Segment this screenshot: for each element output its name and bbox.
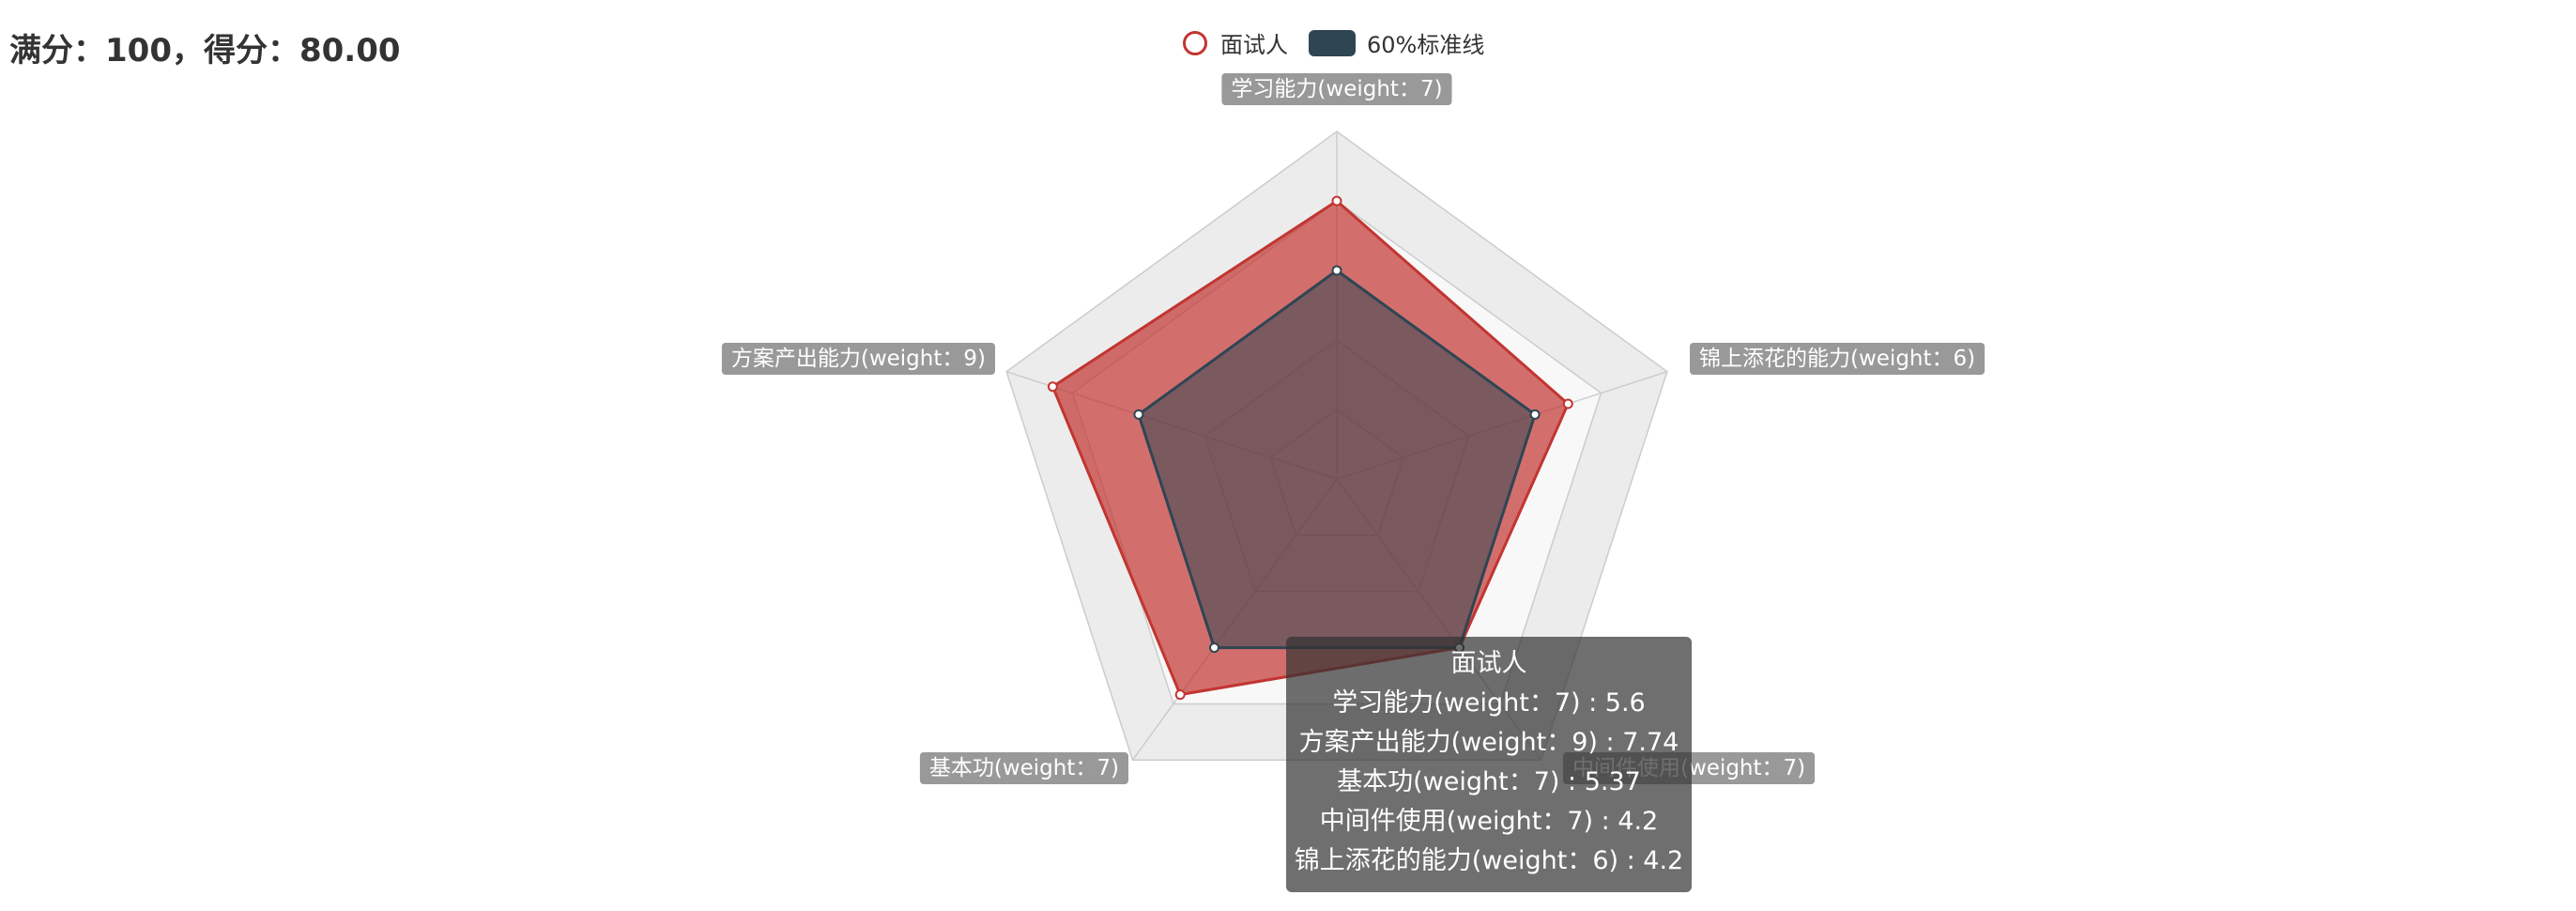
legend: 面试人 60%标准线: [1183, 26, 1484, 59]
indicator-label-text: 基本功(weight：7): [929, 756, 1119, 780]
tooltip-row: 锦上添花的能力(weight：6) : 4.2: [1294, 846, 1684, 875]
tooltip-row: 学习能力(weight：7) : 5.6: [1332, 688, 1646, 718]
tooltip-row: 基本功(weight：7) : 5.37: [1337, 767, 1641, 796]
radar-indicator-label: 锦上添花的能力(weight：6): [1690, 343, 1986, 375]
indicator-label-bg: [1690, 343, 1986, 375]
legend-rect-icon: [1309, 29, 1356, 56]
tooltip-title: 面试人: [1450, 649, 1527, 678]
indicator-label-bg: [721, 343, 995, 375]
radar-data-point: [1209, 642, 1219, 654]
radar-data-point: [1174, 689, 1186, 701]
legend-item-candidate[interactable]: 面试人: [1183, 26, 1288, 59]
radar-data-point: [1331, 195, 1342, 207]
legend-label-candidate: 面试人: [1220, 32, 1288, 58]
radar-data-point: [1529, 409, 1541, 420]
radar-data-point: [1331, 265, 1342, 276]
indicator-label-bg: [919, 752, 1128, 784]
legend-circle-icon: [1183, 30, 1207, 55]
legend-label-standard: 60%标准线: [1367, 32, 1485, 58]
radar-indicator-label: 方案产出能力(weight：9): [721, 343, 995, 375]
radar-data-point: [1562, 398, 1573, 409]
radar-indicator-label: 基本功(weight：7): [919, 752, 1128, 784]
legend-item-standard[interactable]: 60%标准线: [1309, 26, 1484, 59]
radar-indicator-label: 学习能力(weight：7): [1221, 73, 1452, 105]
indicator-label-text: 方案产出能力(weight：9): [731, 347, 986, 371]
radar-data-point: [1047, 381, 1058, 393]
indicator-label-bg: [1221, 73, 1452, 105]
tooltip-row: 中间件使用(weight：7) : 4.2: [1319, 807, 1659, 836]
radar-data-point: [1133, 409, 1144, 420]
indicator-label-text: 学习能力(weight：7): [1231, 77, 1442, 101]
tooltip-row: 方案产出能力(weight：9) : 7.74: [1298, 728, 1679, 757]
score-title: 满分：100，得分：80.00: [9, 32, 401, 69]
indicator-label-text: 锦上添花的能力(weight：6): [1699, 347, 1975, 371]
tooltip: 面试人 学习能力(weight：7) : 5.6 方案产出能力(weight：9…: [1286, 637, 1692, 892]
